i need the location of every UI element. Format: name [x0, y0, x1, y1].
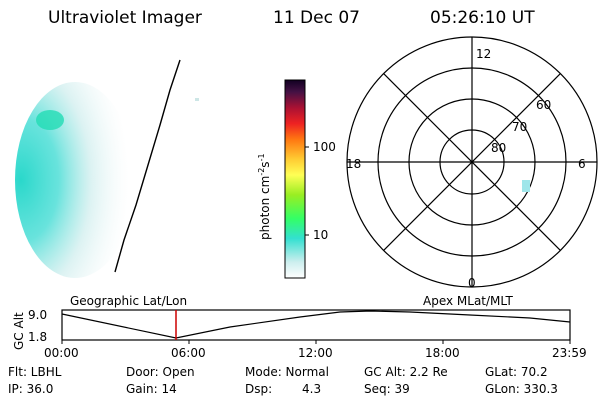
dsp-info-label: Dsp: — [245, 382, 273, 396]
instrument-title: Ultraviolet Imager — [48, 8, 202, 28]
uv-image — [15, 59, 199, 278]
polar-plot — [346, 36, 598, 288]
lat-label-80: 80 — [491, 141, 507, 155]
filter-info: Flt: LBHL — [8, 365, 62, 379]
lat-label-70: 70 — [512, 120, 528, 134]
mlt-label-18: 18 — [346, 157, 362, 171]
glon-info: GLon: 330.3 — [485, 382, 558, 396]
colorbar — [284, 79, 309, 279]
colorbar-label-100: 100 — [313, 140, 336, 154]
door-info: Door: Open — [126, 365, 195, 379]
terminator-line — [114, 59, 181, 273]
altitude-right-title: Apex MLat/MLT — [423, 294, 513, 308]
seq-info: Seq: 39 — [364, 382, 410, 396]
glat-info: GLat: 70.2 — [485, 365, 548, 379]
time-label: 05:26:10 UT — [430, 8, 535, 28]
dayglow-region — [15, 82, 135, 278]
dsp-info-value: 4.3 — [302, 382, 322, 396]
image-speck — [195, 98, 199, 101]
gc-alt-info: GC Alt: 2.2 Re — [364, 365, 448, 379]
mlt-label-12: 12 — [476, 47, 492, 61]
altitude-xtick-label-3: 18:00 — [425, 346, 460, 360]
altitude-xtick-label-0: 00:00 — [44, 346, 79, 360]
date-label: 11 Dec 07 — [273, 8, 360, 28]
polar-diagonal-2 — [383, 73, 561, 251]
mode-info: Mode: Normal — [245, 365, 329, 379]
ip-info: IP: 36.0 — [8, 382, 54, 396]
polar-aurora-spot — [522, 180, 530, 192]
altitude-xtick-label-1: 06:00 — [171, 346, 206, 360]
colorbar-label-10: 10 — [313, 228, 329, 242]
altitude-curve — [61, 310, 571, 339]
altitude-ytick-bottom: 1.8 — [28, 330, 48, 344]
lat-label-60: 60 — [536, 98, 552, 112]
gain-info: Gain: 14 — [126, 382, 177, 396]
mlt-label-0: 0 — [468, 276, 476, 290]
altitude-left-title: Geographic Lat/Lon — [70, 294, 188, 308]
mlt-label-6: 6 — [578, 157, 586, 171]
colorbar-unit-label: photon cm-2s-1 — [257, 153, 272, 240]
altitude-xtick-label-2: 12:00 — [298, 346, 333, 360]
altitude-ytick-top: 9.0 — [28, 308, 48, 322]
colorbar-scale — [284, 79, 306, 279]
altitude-ylabel: GC Alt — [12, 312, 26, 350]
altitude-xtick-label-4: 23:59 — [552, 346, 587, 360]
dayglow-bright-spot — [36, 110, 64, 130]
altitude-plot — [61, 309, 571, 344]
